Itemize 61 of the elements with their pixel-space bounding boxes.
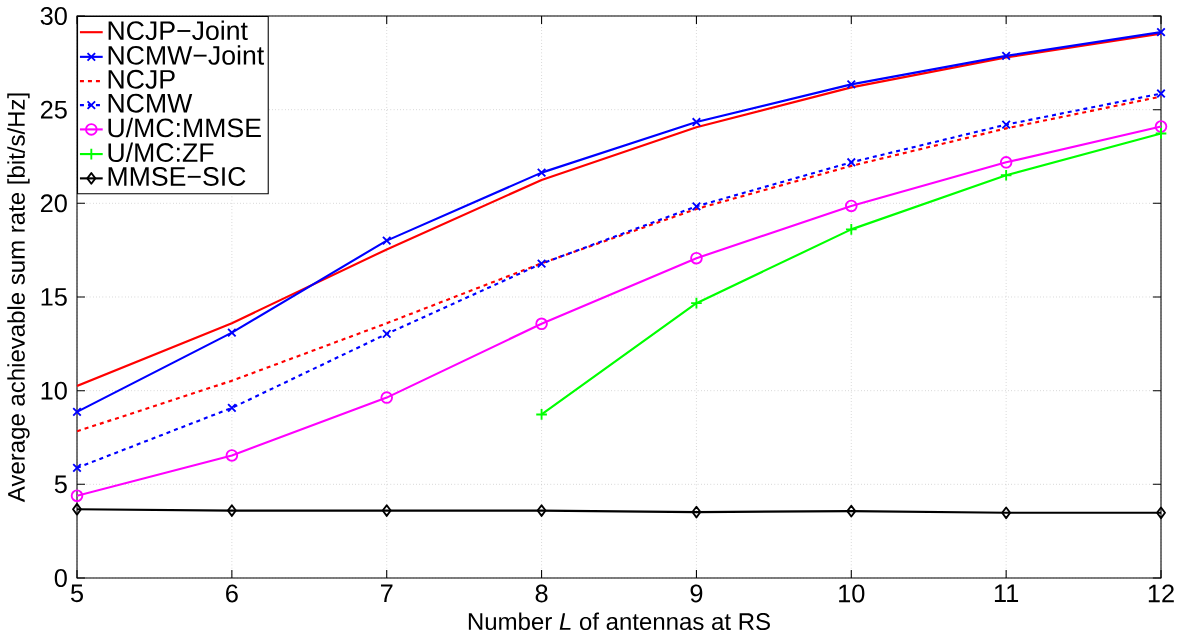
point [227, 403, 237, 413]
point [226, 504, 237, 517]
point [536, 504, 547, 517]
x-tick-label: 11 [994, 584, 1019, 602]
y-tick-label: 25 [40, 100, 67, 119]
y-tick-label: 20 [40, 194, 67, 213]
y-axis-title: Average achievable sum rate [bit/s/Hz] [7, 93, 30, 503]
point [227, 327, 237, 338]
point [1154, 120, 1168, 133]
point [1156, 506, 1166, 520]
point [1154, 127, 1168, 140]
point [1001, 51, 1011, 61]
y-tick-label: 0 [54, 569, 67, 587]
point [72, 407, 82, 417]
point [1156, 27, 1166, 37]
point [535, 317, 548, 331]
point [535, 408, 548, 421]
legend-label: NCMW−Joint [108, 45, 265, 65]
legend-label: U/MC:ZF [108, 142, 214, 162]
point [536, 167, 547, 178]
point [691, 117, 702, 127]
point [382, 235, 392, 246]
x-tick-label: 8 [535, 584, 548, 603]
point [1001, 119, 1011, 130]
y-tick-label: 30 [40, 7, 67, 25]
point [691, 505, 702, 519]
x-tick-label: 10 [839, 584, 865, 603]
point [846, 79, 856, 90]
point [536, 258, 547, 269]
point [382, 329, 392, 339]
legend-label: NCJP−Joint [108, 20, 248, 41]
point [70, 489, 84, 503]
point [846, 157, 856, 168]
y-tick-label: 10 [41, 381, 67, 400]
point [225, 449, 239, 462]
x-axis-title: Number L of antennas at RS [468, 612, 770, 631]
point [380, 391, 393, 404]
point [845, 223, 858, 236]
legend-label: NCMW [108, 93, 193, 113]
point [1001, 506, 1012, 520]
legend-label: MMSE−SIC [108, 167, 246, 186]
x-tick-label: 12 [1148, 584, 1174, 603]
point [72, 502, 82, 516]
y-tick-label: 15 [41, 288, 67, 306]
point [999, 168, 1013, 182]
point [381, 504, 392, 517]
y-tick-label: 5 [54, 475, 67, 494]
point [845, 199, 858, 213]
point [72, 463, 82, 473]
point [691, 201, 702, 212]
x-tick-label: 5 [70, 584, 83, 603]
point [999, 156, 1013, 169]
x-tick-label: 9 [690, 584, 703, 603]
point [690, 251, 703, 265]
point [1156, 88, 1166, 99]
x-tick-label: 6 [226, 584, 238, 603]
point [690, 296, 703, 310]
legend-label: U/MC:MMSE [108, 117, 261, 138]
point [846, 504, 857, 518]
legend-label: NCJP [108, 69, 175, 89]
x-tick-label: 7 [380, 584, 393, 602]
